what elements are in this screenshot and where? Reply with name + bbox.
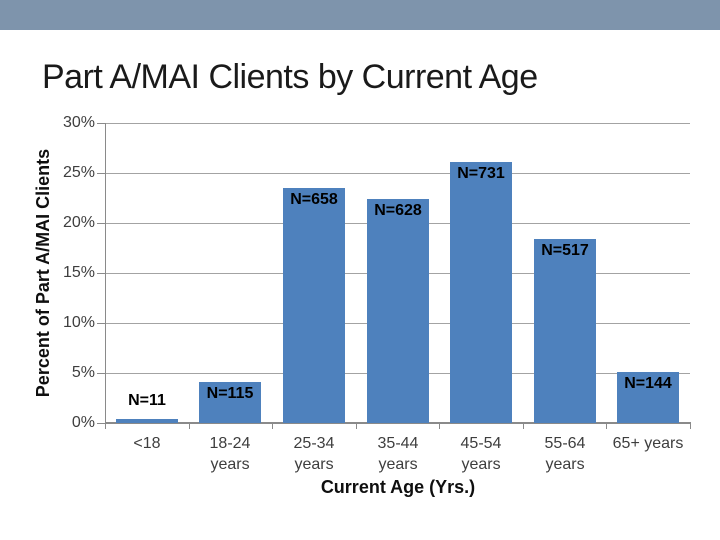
x-tick-label: 18-24 years: [185, 433, 275, 475]
x-tick-label: <18: [102, 433, 192, 454]
bar: [534, 239, 596, 423]
x-tick-label: 25-34 years: [269, 433, 359, 475]
y-axis-tick: [97, 422, 105, 424]
x-tick-label-line: years: [294, 456, 334, 473]
x-tick-label-line: years: [378, 456, 418, 473]
y-axis-tick: [97, 322, 105, 324]
y-axis-line: [105, 123, 106, 423]
bar-count-label: N=11: [128, 392, 166, 409]
bar-count-label: N=731: [457, 165, 505, 182]
x-tick-label-line: 25-34: [293, 435, 335, 452]
y-tick-label: 10%: [62, 314, 95, 331]
y-axis-tick: [97, 272, 105, 274]
bar-count-label: N=658: [290, 191, 338, 208]
x-axis-tick: [105, 423, 106, 429]
y-tick-label: 20%: [62, 214, 95, 231]
y-axis-tick: [97, 372, 105, 374]
gridline: [105, 122, 690, 124]
x-axis-tick: [523, 423, 524, 429]
bar: [199, 382, 261, 423]
x-tick-label-line: 45-54: [460, 435, 502, 452]
y-tick-label: 15%: [62, 264, 95, 281]
x-tick-label-line: years: [210, 456, 250, 473]
y-axis-tick: [97, 172, 105, 174]
y-tick-label: 25%: [62, 164, 95, 181]
gridline: [105, 172, 690, 174]
y-axis-tick: [97, 222, 105, 224]
x-tick-label: 65+ years: [603, 433, 693, 454]
y-tick-label: 30%: [62, 114, 95, 131]
bar: [116, 419, 178, 423]
x-axis-tick: [189, 423, 190, 429]
slide-title: Part A/MAI Clients by Current Age: [42, 58, 538, 96]
y-axis-tick: [97, 122, 105, 124]
bar-count-label: N=517: [541, 242, 589, 259]
x-axis-tick: [606, 423, 607, 429]
x-tick-label-line: 55-64: [544, 435, 586, 452]
x-axis-tick: [272, 423, 273, 429]
x-tick-label: 35-44 years: [353, 433, 443, 475]
x-tick-label: 45-54 years: [436, 433, 526, 475]
x-axis-title: Current Age (Yrs.): [320, 477, 476, 497]
bar: [367, 199, 429, 423]
bar: [283, 188, 345, 423]
y-tick-label: 0%: [71, 414, 95, 431]
bar-count-label: N=144: [624, 375, 672, 392]
x-tick-label-line: 65+ years: [612, 435, 684, 452]
slide-header-band: [0, 0, 720, 30]
y-tick-label: 5%: [71, 364, 95, 381]
x-axis-tick: [690, 423, 691, 429]
x-axis-tick: [356, 423, 357, 429]
x-tick-label-line: <18: [133, 435, 161, 452]
bar: [450, 162, 512, 423]
bar-count-label: N=628: [374, 202, 422, 219]
bar: [617, 372, 679, 423]
bar-count-label: N=115: [206, 385, 254, 402]
x-axis-line: [105, 422, 691, 424]
x-tick-label-line: 18-24: [209, 435, 251, 452]
x-axis-tick: [439, 423, 440, 429]
x-tick-label-line: 35-44: [377, 435, 419, 452]
x-tick-label: 55-64 years: [520, 433, 610, 475]
x-tick-label-line: years: [545, 456, 585, 473]
x-tick-label-line: years: [461, 456, 501, 473]
